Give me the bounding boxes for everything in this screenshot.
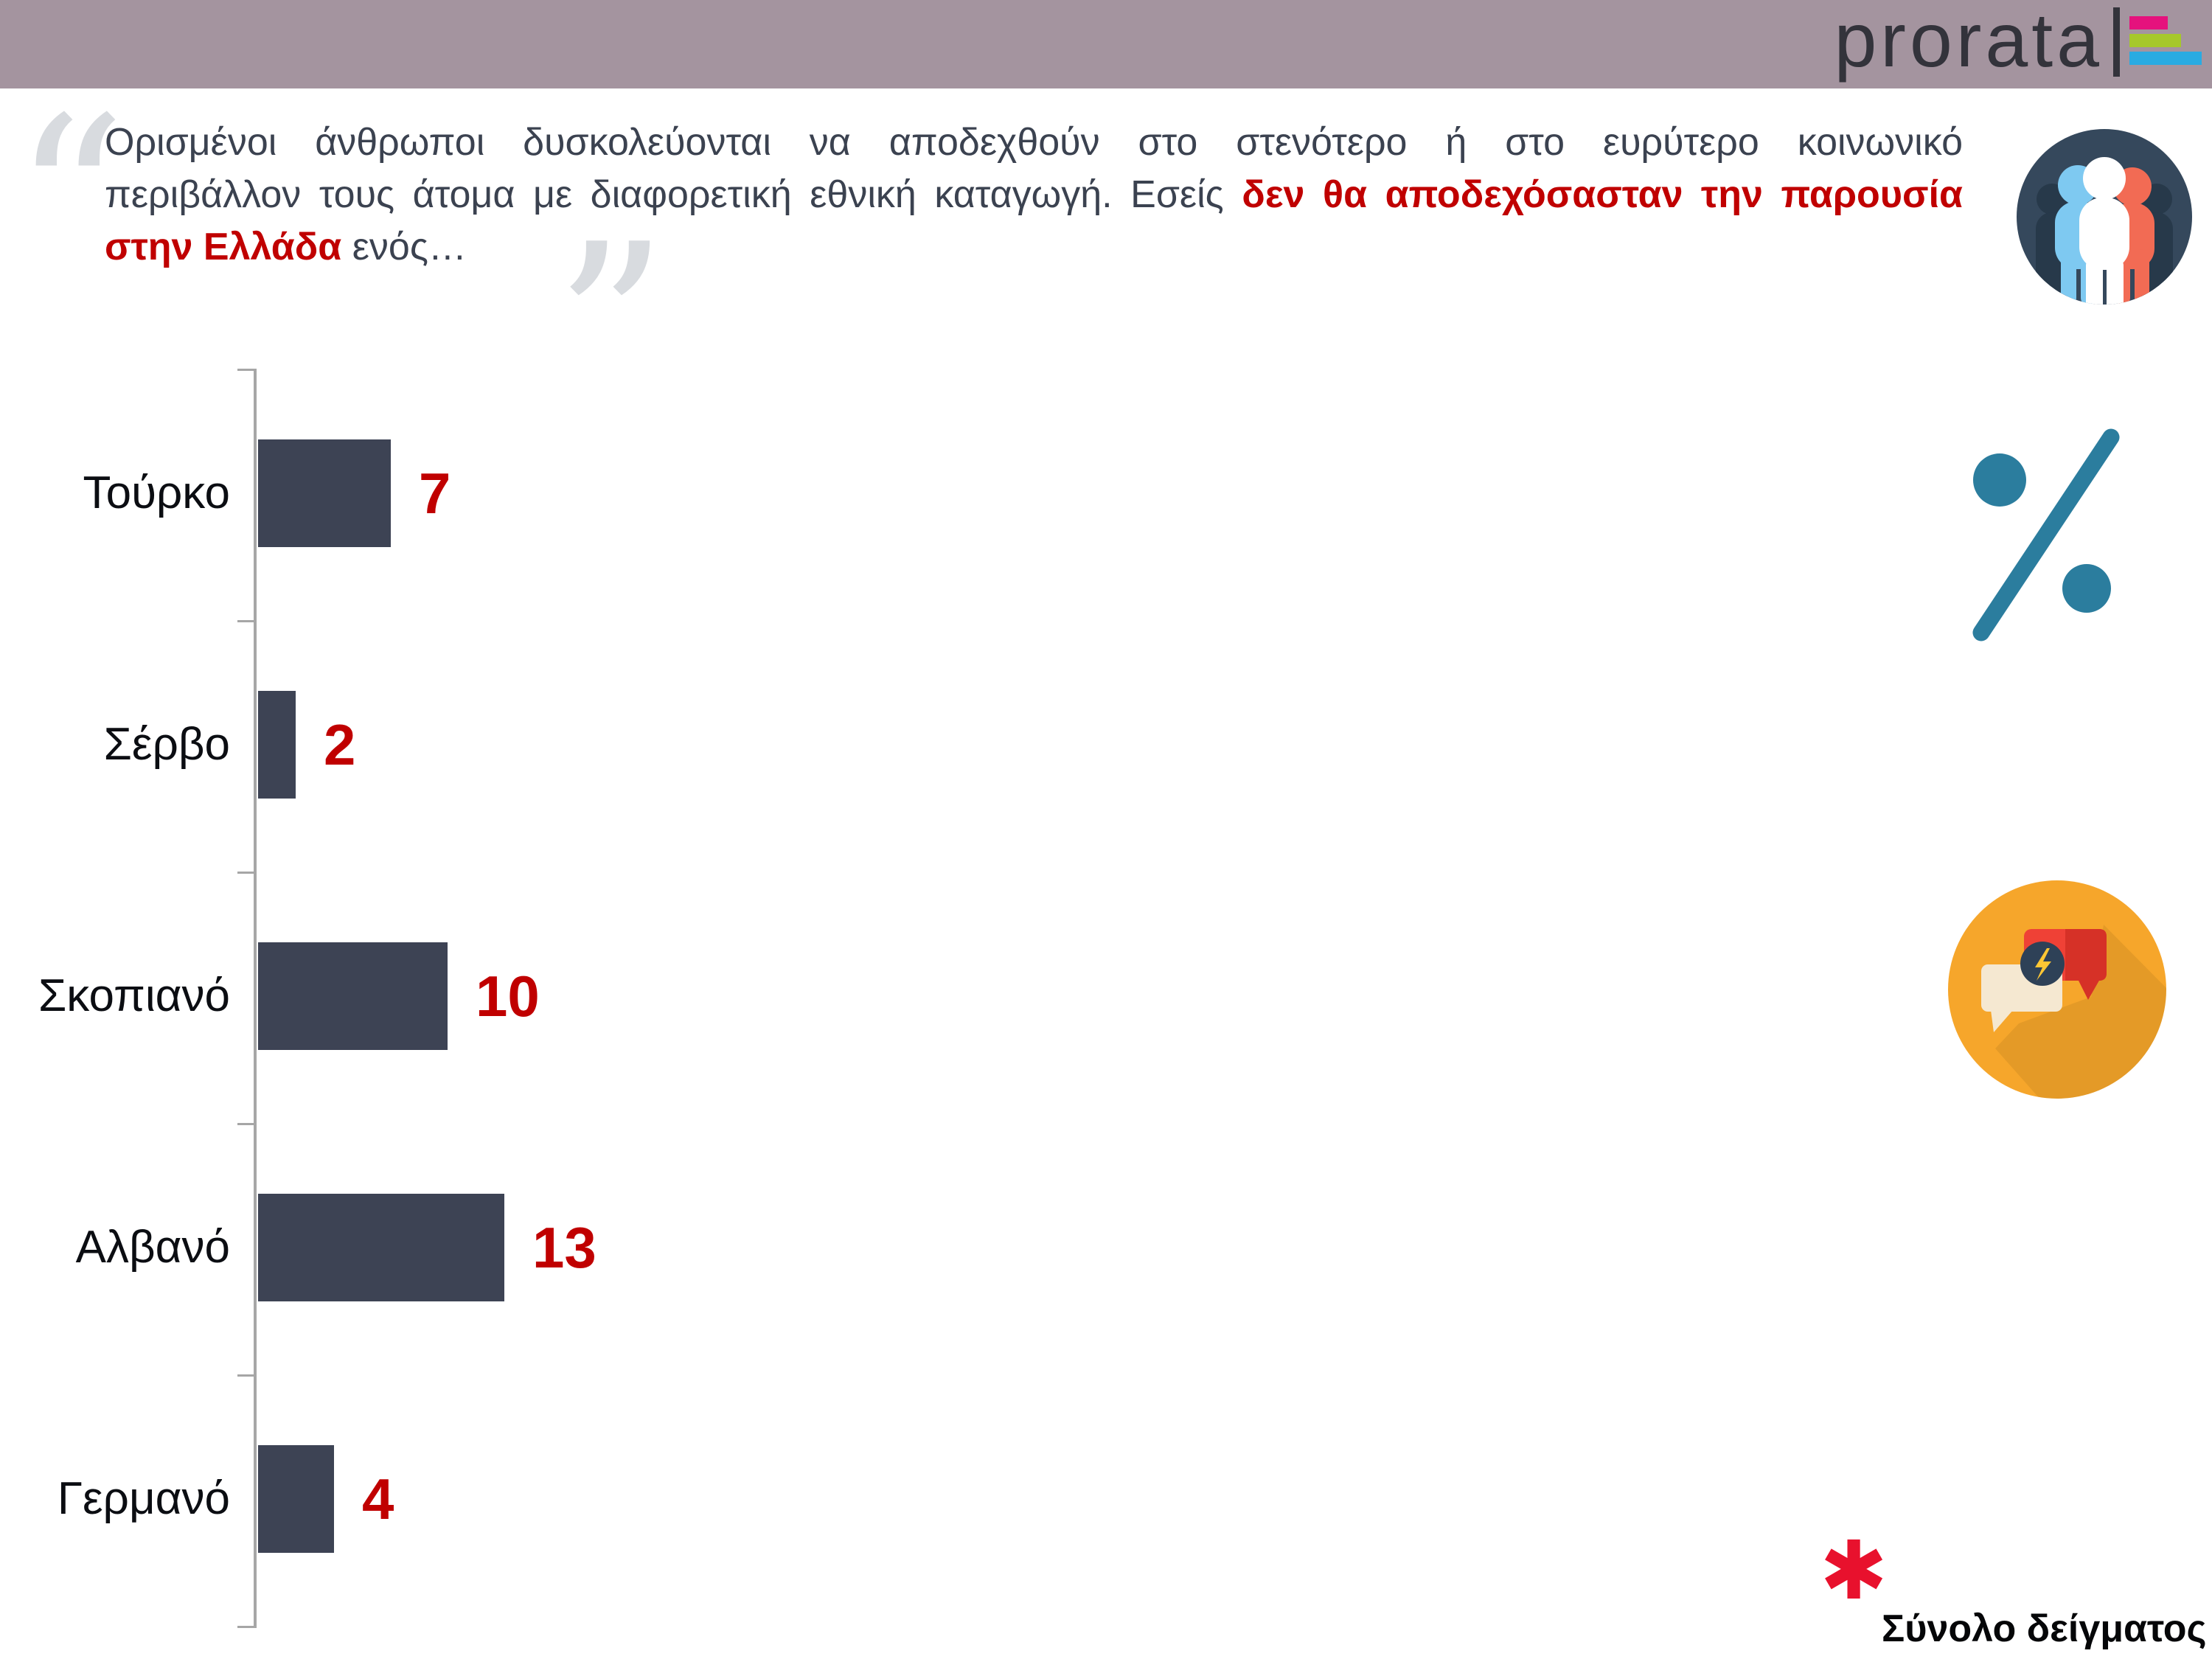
question-line-3-normal: ενός… [341,226,467,268]
category-label: Σκοπιανό [38,970,230,1021]
close-quote-icon: ” [554,197,668,454]
value-label: 10 [476,964,540,1029]
bar [258,1445,334,1553]
question-line-2: περιβάλλον τους άτομα με διαφορετική εθν… [105,169,1963,221]
axis-tick [237,872,254,874]
logo-divider [2113,7,2120,77]
question-line-3-highlight: στην Ελλάδα [105,226,342,268]
footnote-asterisk-icon: ✱ [1820,1526,1888,1616]
percent-icon [1972,428,2120,641]
logo-bars-icon [2129,0,2211,88]
question-line-2-highlight: δεν θα αποδεχόσασταν την παρουσία [1242,173,1963,216]
axis-tick [237,1123,254,1125]
bar [258,439,391,547]
logo-bar [2129,34,2181,47]
question-line-3: στην Ελλάδα ενός… [105,221,1963,274]
bar [258,942,448,1050]
logo-bar [2129,16,2168,29]
speech-bubbles-icon [1948,880,2166,1099]
bar [258,1194,504,1301]
value-label: 4 [362,1467,394,1531]
axis-tick [237,1626,254,1628]
question-line-1: Ορισμένοι άνθρωποι δυσκολεύονται να αποδ… [105,121,1963,164]
category-label: Αλβανό [75,1222,230,1273]
category-label: Γερμανό [57,1473,230,1524]
category-label: Τούρκο [83,467,230,518]
header-bar [0,0,2212,88]
value-label: 7 [419,461,451,526]
axis-tick [237,369,254,371]
axis-tick [237,1374,254,1377]
question-line-2-normal: περιβάλλον τους άτομα με διαφορετική εθν… [105,173,1242,216]
axis-tick [237,620,254,622]
footnote-text: Σύνολο δείγματος [1882,1607,2207,1650]
bar [258,691,296,799]
question-text: Ορισμένοι άνθρωποι δυσκολεύονται να αποδ… [105,116,1963,274]
brand-logo: prorata [1725,0,2212,88]
people-group-icon [2017,129,2192,305]
category-label: Σέρβο [103,719,230,770]
logo-bar [2129,52,2202,65]
value-label: 2 [324,712,356,777]
value-label: 13 [532,1215,597,1280]
brand-name: prorata [1834,0,2103,83]
y-axis-line [254,369,257,1628]
